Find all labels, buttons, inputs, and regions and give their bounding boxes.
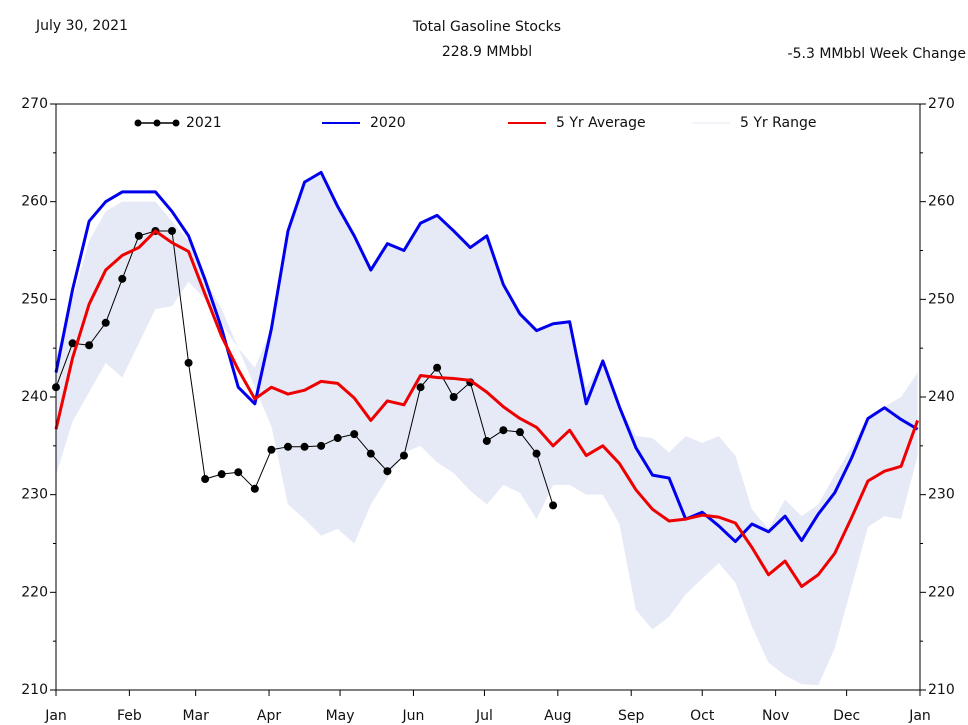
point [532,449,541,458]
x-tick-label: Aug [544,708,571,724]
week-change: -5.3 MMbbl Week Change [788,46,966,62]
point [283,442,292,451]
y2-tick-label: 230 [928,487,955,503]
y2-tick-label: 240 [928,389,955,405]
x-tick-label: Feb [117,708,142,724]
x-tick-label: Sep [618,708,645,724]
legend-marker [153,119,161,127]
point [350,430,359,439]
legend-marker [134,119,142,127]
x-tick-label: Nov [762,708,789,724]
x-tick-label: Jan [44,708,67,724]
legend-label: 2020 [370,115,406,131]
y-tick-label: 220 [21,584,48,600]
point [250,484,259,493]
x-tick-label: Apr [257,708,281,724]
point [549,501,558,510]
point [267,445,276,454]
y2-tick-label: 250 [928,291,955,307]
x-tick-label: May [326,708,355,724]
point [167,226,176,235]
series-line [54,229,920,588]
y-tick-label: 240 [21,389,48,405]
x-tick-label: Jul [475,708,493,724]
point [399,451,408,460]
chart-title: Total Gasoline Stocks [412,19,561,35]
y-tick-label: 270 [21,96,48,112]
y-tick-label: 250 [21,291,48,307]
x-tick-label: Mar [182,708,209,724]
point [482,436,491,445]
y2-tick-label: 210 [928,682,955,698]
series-line [54,170,919,544]
point [234,468,243,477]
point [433,363,442,372]
point [101,318,110,327]
y2-tick-label: 220 [928,584,955,600]
y-tick-label: 210 [21,682,48,698]
y-tick-label: 260 [21,194,48,210]
point [416,383,425,392]
point [383,467,392,476]
point [366,449,375,458]
chart-subtitle: 228.9 MMbbl [442,44,532,60]
range-band [56,172,918,686]
legend-label: 5 Yr Average [556,115,646,131]
point [300,442,309,451]
point [184,358,193,367]
point [201,475,210,484]
point [217,470,226,479]
y-tick-label: 230 [21,487,48,503]
point [499,426,508,435]
point [333,434,342,443]
point [515,428,524,437]
point [449,393,458,401]
y2-tick-label: 260 [928,194,955,210]
x-tick-label: Oct [690,708,715,724]
point [317,441,326,450]
x-tick-label: Dec [833,708,860,724]
legend-label: 2021 [186,115,222,131]
legend-marker [172,119,180,127]
point [134,231,143,240]
legend-label: 5 Yr Range [740,115,817,131]
point [118,274,127,283]
x-tick-label: Jan [908,708,931,724]
date-label: July 30, 2021 [35,18,128,34]
point [85,341,94,350]
point [68,339,77,348]
y2-tick-label: 270 [928,96,955,112]
x-tick-label: Jun [401,708,424,724]
